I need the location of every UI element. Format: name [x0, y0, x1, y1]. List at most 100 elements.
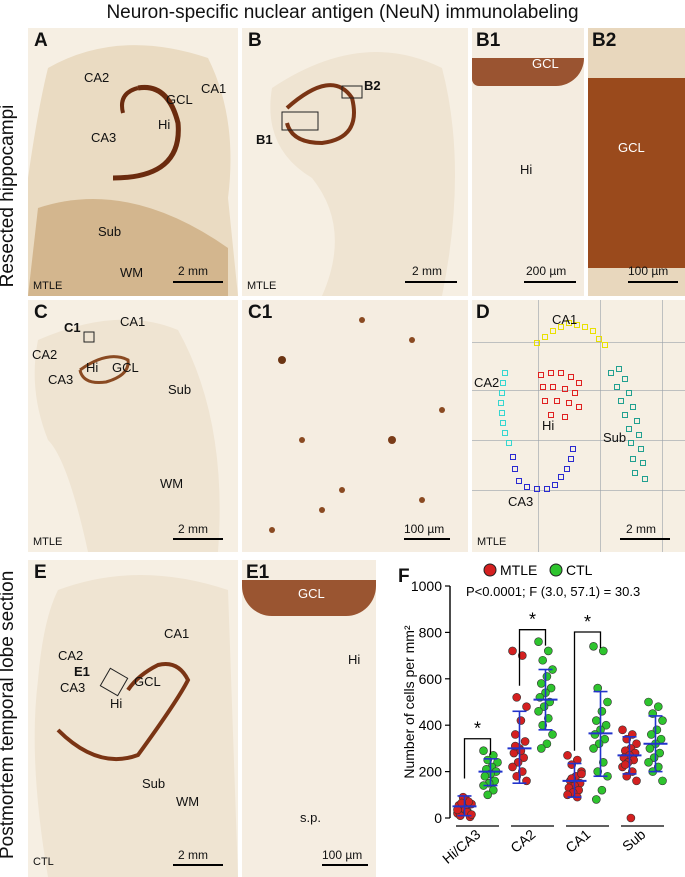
- data-point: [597, 706, 607, 716]
- data-point: [632, 739, 641, 749]
- panel-b: B B1 B2 MTLE 2 mm: [242, 28, 468, 296]
- panel-a: A CA2 CA1 GCL Hi CA3 Sub WM MTLE 2 mm: [28, 28, 238, 296]
- panel-a-region-hi: Hi: [158, 117, 171, 132]
- panel-e-region-gcl: GCL: [134, 674, 161, 689]
- panel-b1-region-gcl: GCL: [532, 56, 559, 71]
- panel-e-scale-label: 2 mm: [178, 848, 208, 862]
- data-point: [544, 646, 553, 656]
- roi-square-sub: [608, 370, 614, 376]
- roi-square-ca2: [506, 440, 512, 446]
- panel-b2-scale-bar: [628, 281, 678, 283]
- data-point: [589, 642, 598, 651]
- roi-square-sub: [626, 426, 632, 432]
- x-tick-label: Hi/CA3: [439, 826, 483, 867]
- panel-d-grid-line: [472, 440, 685, 441]
- data-point: [653, 702, 663, 711]
- data-point: [522, 702, 531, 711]
- panel-d-region-sub: Sub: [603, 430, 627, 445]
- panel-e-region-ca3: CA3: [60, 680, 86, 695]
- panel-b2-letter: B2: [592, 30, 617, 51]
- roi-square-ca1: [566, 320, 572, 326]
- roi-square-sub: [616, 366, 622, 372]
- roi-square-ca2: [502, 370, 508, 376]
- roi-square-hi: [554, 398, 560, 404]
- data-point: [479, 746, 488, 756]
- roi-square-hi: [566, 400, 572, 406]
- roi-square-sub: [630, 456, 636, 462]
- roi-square-ca1: [542, 334, 548, 340]
- data-point: [542, 739, 552, 749]
- panel-c-region-gcl: GCL: [112, 360, 139, 375]
- panel-e1-scale-label: 100 µm: [322, 848, 363, 862]
- panel-c-region-ca2: CA2: [32, 347, 58, 362]
- panel-e1-region-sp: s.p.: [300, 810, 321, 825]
- stats-text: P<0.0001; F (3.0, 57.1) = 30.3: [466, 584, 640, 599]
- panel-a-scale-label: 2 mm: [178, 264, 208, 278]
- roi-square-ca1: [582, 324, 588, 330]
- data-point: [542, 672, 552, 681]
- significance-star: *: [584, 612, 591, 632]
- panel-b1-region-hi: Hi: [520, 162, 533, 177]
- panel-d-letter: D: [476, 302, 490, 323]
- roi-square-ca2: [500, 420, 506, 426]
- roi-square-ca1: [602, 342, 608, 348]
- panel-d-region-ca2: CA2: [474, 375, 500, 390]
- legend-marker: [549, 563, 563, 577]
- data-point: [508, 762, 517, 772]
- data-point: [592, 716, 601, 725]
- roi-square-ca2: [498, 400, 504, 406]
- panel-c1-scale-label: 100 µm: [404, 522, 445, 536]
- roi-square-ca1: [574, 322, 580, 328]
- y-tick-label: 200: [419, 764, 443, 780]
- roi-square-hi: [538, 372, 544, 378]
- roi-square-hi: [548, 412, 554, 418]
- panel-b2: B2 GCL 100 µm: [588, 28, 685, 296]
- panel-c1-letter: C1: [248, 302, 273, 323]
- roi-square-hi: [550, 384, 556, 390]
- roi-square-sub: [636, 432, 642, 438]
- panel-a-region-sub: Sub: [98, 224, 122, 239]
- roi-square-ca2: [500, 380, 506, 386]
- roi-square-ca3: [552, 482, 558, 488]
- data-point: [467, 810, 476, 819]
- roi-square-hi: [542, 398, 548, 404]
- data-point: [644, 758, 653, 767]
- data-point: [520, 737, 530, 746]
- data-point: [644, 697, 653, 707]
- panel-d-region-ca3: CA3: [508, 494, 534, 509]
- panel-c1-scale-bar: [404, 538, 450, 540]
- data-point: [601, 720, 611, 730]
- roi-square-hi: [576, 404, 582, 410]
- panel-e-region-sub: Sub: [142, 776, 166, 791]
- roi-square-sub: [634, 418, 640, 424]
- y-tick-label: 800: [419, 624, 443, 640]
- panel-e-region-wm: WM: [176, 794, 200, 809]
- panel-b-tissue: [270, 52, 455, 296]
- legend-marker: [483, 563, 497, 577]
- data-point: [603, 697, 612, 707]
- panel-e: E E1 CA1 CA2 CA3 GCL Hi Sub WM CTL 2 mm: [28, 560, 238, 877]
- roi-square-ca3: [524, 484, 530, 490]
- figure-title: Neuron-specific nuclear antigen (NeuN) i…: [106, 2, 579, 23]
- roi-square-ca1: [550, 328, 556, 334]
- roi-square-sub: [626, 390, 632, 396]
- panel-a-scale-bar: [173, 281, 223, 283]
- data-point: [658, 776, 667, 786]
- roi-square-sub: [622, 376, 628, 382]
- roi-square-ca3: [568, 456, 574, 462]
- roi-square-ca2: [499, 410, 505, 416]
- data-point: [626, 813, 636, 823]
- panel-f-letter: F: [398, 566, 410, 587]
- panel-b-scale-bar: [405, 281, 457, 283]
- side-label-bottom: Postmortem temporal lobe section: [0, 570, 18, 859]
- panel-a-region-wm: WM: [120, 265, 144, 280]
- roi-square-hi: [572, 390, 578, 396]
- panel-a-tissue: [28, 45, 238, 296]
- panel-d-grid-line: [472, 342, 685, 343]
- data-point: [480, 771, 490, 781]
- roi-square-sub: [632, 470, 638, 476]
- data-point: [589, 744, 598, 753]
- panel-c-region-wm: WM: [160, 476, 184, 491]
- panel-d-grid-line: [472, 490, 685, 491]
- roi-square-hi: [562, 414, 568, 420]
